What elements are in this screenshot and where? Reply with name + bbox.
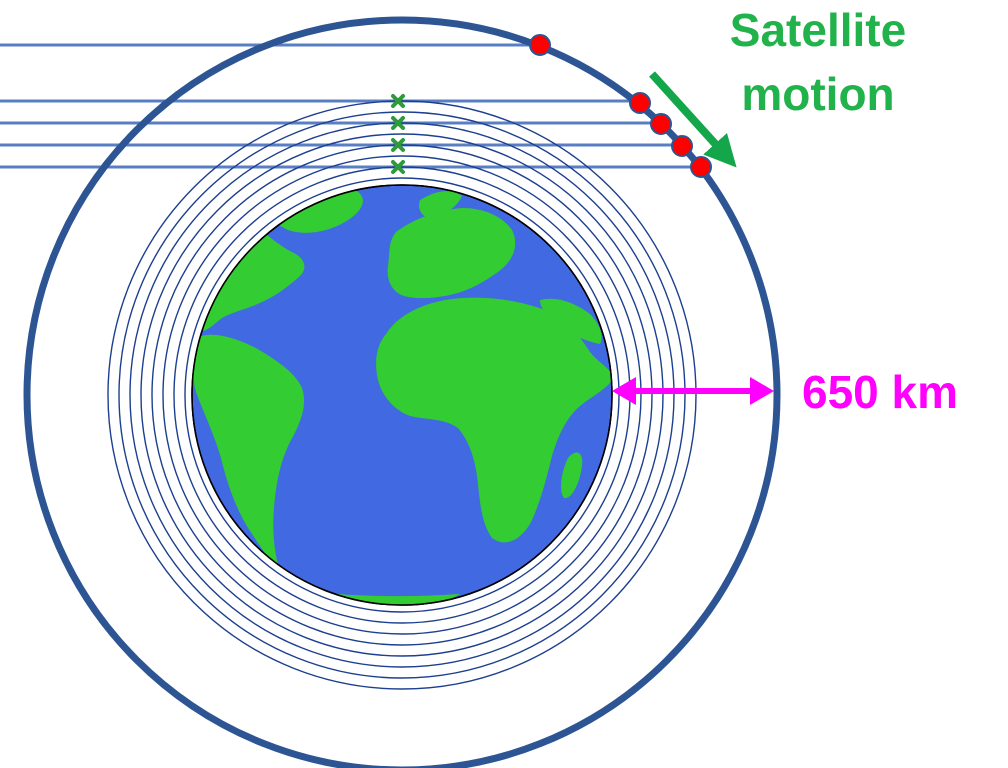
altitude-label: 650 km	[802, 366, 958, 418]
atmosphere-shell-6	[162, 155, 642, 635]
satellite-position-3	[650, 113, 672, 135]
satellite-motion-label-line2: motion	[741, 68, 894, 120]
madagascar-shape	[561, 452, 583, 499]
line-of-sight-rays	[0, 43, 701, 169]
south-america-shape	[192, 334, 305, 572]
tangent-points	[391, 94, 405, 174]
atmosphere-shell-4	[140, 133, 664, 657]
altitude-arrow	[612, 377, 774, 405]
atmosphere-shell-5	[151, 144, 653, 646]
tangent-point-4	[391, 160, 405, 174]
africa-shape	[376, 297, 612, 543]
scandinavia-shape	[418, 191, 462, 219]
tangent-point-1	[391, 94, 405, 108]
earth-outline	[191, 184, 613, 606]
satellite-motion-arrow	[649, 71, 737, 168]
earth	[191, 184, 613, 606]
europe-shape	[387, 208, 516, 299]
tangent-point-2	[391, 116, 405, 130]
satellite-positions	[529, 34, 712, 178]
continents	[192, 188, 612, 605]
arabia-shape	[540, 298, 602, 344]
satellite-position-5	[690, 156, 712, 178]
satellite-motion-label-line1: Satellite	[730, 4, 906, 56]
satellite-position-1	[529, 34, 551, 56]
satellite-position-4	[671, 135, 693, 157]
tangent-point-3	[391, 138, 405, 152]
atmosphere-shell-3	[129, 122, 675, 668]
satellite-orbit	[23, 16, 781, 768]
atmosphere-shell-1	[107, 100, 697, 690]
satellite-position-2	[629, 92, 651, 114]
atmosphere-shell-2	[118, 111, 686, 679]
